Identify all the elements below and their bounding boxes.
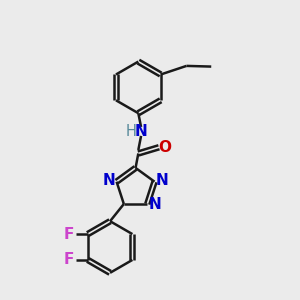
Text: N: N bbox=[135, 124, 147, 139]
Text: F: F bbox=[64, 252, 74, 267]
Text: N: N bbox=[156, 173, 169, 188]
Text: O: O bbox=[159, 140, 172, 155]
Text: H: H bbox=[126, 124, 136, 139]
Text: F: F bbox=[64, 226, 74, 242]
Text: N: N bbox=[148, 197, 161, 212]
Text: N: N bbox=[103, 173, 116, 188]
